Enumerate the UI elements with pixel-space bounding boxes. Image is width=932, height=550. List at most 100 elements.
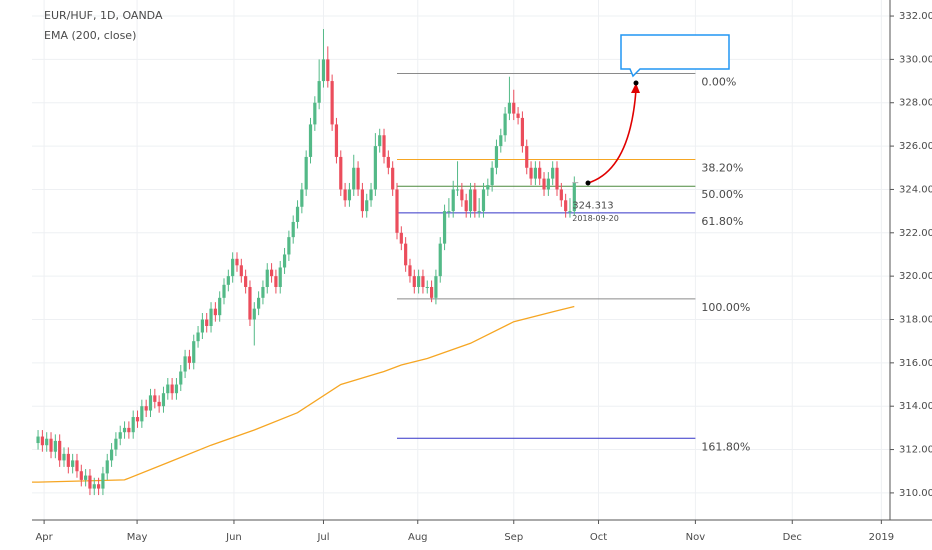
y-tick-label: 324.000 [899,184,932,195]
candle-body [451,189,455,212]
candle-body [274,276,278,287]
candle-body [477,211,481,213]
candle-body [79,471,83,480]
candle-body [464,200,468,212]
arrow-start [585,180,591,186]
y-tick-label: 310.000 [899,488,932,499]
candle-body [529,167,533,179]
x-tick-label: May [127,532,148,543]
candle-body [572,182,576,212]
candle-body [343,189,347,201]
candle-body [442,211,447,244]
candle-body [486,185,490,190]
candle-body [187,356,192,363]
arrow-end [633,80,639,86]
candle-body [166,384,170,394]
candle-body [53,440,57,452]
x-tick-label: Nov [686,532,706,543]
candle-body [71,460,75,467]
candle-body [135,417,140,422]
arrow [587,89,637,184]
x-tick-label: Dec [783,532,802,543]
candle-body [555,167,559,190]
candle-body [300,189,304,207]
candle-body [507,102,512,114]
fib-layer: 0.00% 38.20% 50.00% 61.80% 100.00% 161.80% [396,72,750,453]
candle-body [408,265,412,277]
candle-body [308,124,313,157]
candle-body [356,167,360,190]
candle-body [391,167,395,190]
candle-body [417,276,421,287]
candle-body [287,237,291,255]
candle-body [347,189,352,201]
candle-body [62,453,66,461]
candle-body [313,102,317,125]
candle-body [122,427,127,433]
candle-body [226,276,230,285]
candle-body [45,438,49,446]
candle-body [244,276,248,287]
candle-body [429,286,434,298]
y-tick-label: 328.000 [899,98,932,109]
candle-body [494,146,499,168]
arrow-head [631,83,640,93]
candle-body [291,221,295,238]
x-tick-label: Aug [408,532,428,543]
y-tick-label: 320.000 [899,271,932,282]
candle-body [321,59,326,82]
candle-body [84,475,88,480]
candle-body [75,460,79,472]
candles: 324.313 2018-09-20 [36,29,619,496]
candle-body [399,232,403,244]
candle-body [88,475,92,489]
y-tick-label: 312.000 [899,445,932,456]
candle-body [503,113,507,136]
candle-body [49,438,53,452]
candle-body [473,189,477,212]
fib-label: 50.00% [701,188,743,201]
candle-body [481,189,486,212]
candle-body [196,332,200,342]
y-tick-label: 314.000 [899,401,932,412]
candle-body [404,243,408,266]
candle-body [157,401,161,407]
candle-body [36,436,40,444]
candle-body [148,395,153,411]
candle-body [161,393,166,407]
fib-label: 0.00% [701,75,736,88]
candle-body [140,406,144,422]
candle-body [304,156,308,190]
candle-body [252,308,256,320]
candle-body [261,286,265,298]
candle-body [330,81,334,125]
candle-body [568,211,572,213]
fib-label: 100.00% [701,301,750,314]
y-tick-label: 330.000 [899,54,932,65]
candle-body [386,156,390,168]
candle-body [92,484,96,489]
candle-body [235,258,239,266]
y-tick-label: 316.000 [899,358,932,369]
candle-body [373,146,377,190]
candle-body [118,432,122,439]
candle-body [96,484,101,489]
x-tick-label: Sep [504,532,523,543]
candle-body [551,167,555,179]
chart-title: EUR/HUF, 1D, OANDA [44,9,163,22]
candle-body [257,297,261,309]
candle-body [542,178,546,190]
indicator-label: EMA (200, close) [44,29,136,42]
candle-body [516,113,520,118]
candle-body [512,102,516,114]
candle-body [295,206,300,222]
candle-body [209,308,213,327]
candle-body [455,189,460,191]
candle-body [326,59,330,82]
candle-body [40,436,44,446]
candle-body [200,319,204,333]
candle-body [499,135,503,147]
candle-body [564,200,568,212]
candle-body [222,284,226,298]
